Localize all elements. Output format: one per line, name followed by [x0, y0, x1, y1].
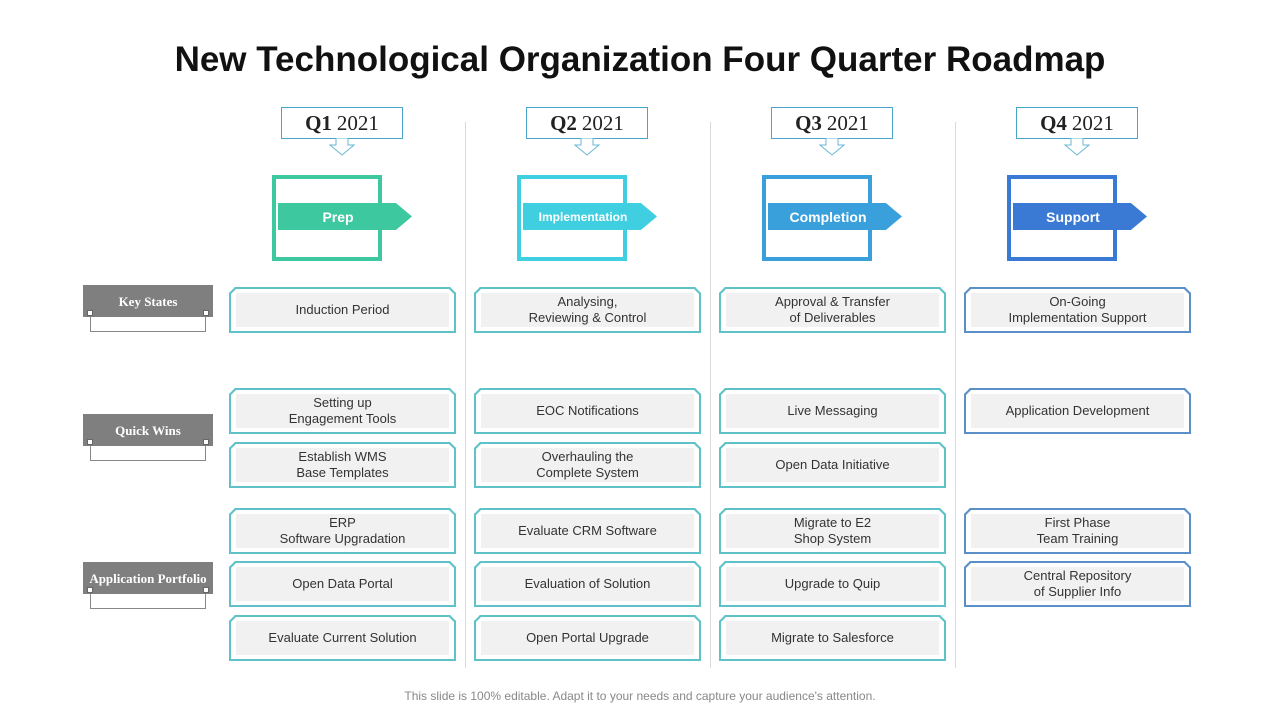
card-text: ERP Software Upgradation	[236, 514, 449, 548]
phase-ribbon: Implementation	[523, 203, 657, 230]
row-label-handle	[87, 587, 93, 593]
page-title: New Technological Organization Four Quar…	[174, 40, 1106, 79]
roadmap-card: Evaluation of Solution	[474, 561, 701, 607]
roadmap-card: Upgrade to Quip	[719, 561, 946, 607]
row-label-underline	[90, 317, 206, 332]
row-label-text: Quick Wins	[83, 414, 213, 446]
quarter-number: Q1	[305, 110, 332, 135]
roadmap-card: First Phase Team Training	[964, 508, 1191, 554]
row-label-application-portfolio: Application Portfolio	[83, 562, 213, 609]
footer-note: This slide is 100% editable. Adapt it to…	[404, 689, 876, 703]
roadmap-card: On-Going Implementation Support	[964, 287, 1191, 333]
quarter-number: Q4	[1040, 110, 1067, 135]
quarter-label: Q4 2021	[1016, 107, 1138, 139]
down-arrow-icon	[1064, 138, 1090, 156]
quarter-label: Q1 2021	[281, 107, 403, 139]
card-text: Open Data Initiative	[726, 448, 939, 482]
row-label-handle	[203, 439, 209, 445]
card-text: Establish WMS Base Templates	[236, 448, 449, 482]
card-text: EOC Notifications	[481, 394, 694, 428]
card-text: First Phase Team Training	[971, 514, 1184, 548]
roadmap-card: Overhauling the Complete System	[474, 442, 701, 488]
roadmap-card: Establish WMS Base Templates	[229, 442, 456, 488]
quarter-label: Q3 2021	[771, 107, 893, 139]
card-text: Approval & Transfer of Deliverables	[726, 293, 939, 327]
row-label-text: Application Portfolio	[83, 562, 213, 594]
roadmap-card: Live Messaging	[719, 388, 946, 434]
row-label-quick-wins: Quick Wins	[83, 414, 213, 461]
card-text: Induction Period	[236, 293, 449, 327]
roadmap-card: Central Repository of Supplier Info	[964, 561, 1191, 607]
roadmap-card: Analysing, Reviewing & Control	[474, 287, 701, 333]
card-text: Upgrade to Quip	[726, 567, 939, 601]
quarter-year: 2021	[581, 110, 624, 135]
card-text: Central Repository of Supplier Info	[971, 567, 1184, 601]
down-arrow-icon	[329, 138, 355, 156]
card-text: Open Data Portal	[236, 567, 449, 601]
roadmap-card: Open Data Portal	[229, 561, 456, 607]
column-divider	[710, 122, 711, 668]
roadmap-card: ERP Software Upgradation	[229, 508, 456, 554]
phase-ribbon: Support	[1013, 203, 1147, 230]
roadmap-card: Migrate to E2 Shop System	[719, 508, 946, 554]
card-text: Evaluate Current Solution	[236, 621, 449, 655]
column-divider	[955, 122, 956, 668]
phase-ribbon: Completion	[768, 203, 902, 230]
card-text: Evaluate CRM Software	[481, 514, 694, 548]
phase-ribbon: Prep	[278, 203, 412, 230]
card-text: Setting up Engagement Tools	[236, 394, 449, 428]
roadmap-card: Induction Period	[229, 287, 456, 333]
roadmap-card: Open Portal Upgrade	[474, 615, 701, 661]
row-label-key-states: Key States	[83, 285, 213, 332]
row-label-handle	[203, 587, 209, 593]
down-arrow-icon	[819, 138, 845, 156]
quarter-number: Q2	[550, 110, 577, 135]
card-text: On-Going Implementation Support	[971, 293, 1184, 327]
quarter-label: Q2 2021	[526, 107, 648, 139]
quarter-year: 2021	[336, 110, 379, 135]
quarter-year: 2021	[1071, 110, 1114, 135]
card-text: Evaluation of Solution	[481, 567, 694, 601]
row-label-handle	[87, 439, 93, 445]
card-text: Analysing, Reviewing & Control	[481, 293, 694, 327]
roadmap-card: EOC Notifications	[474, 388, 701, 434]
column-divider	[465, 122, 466, 668]
roadmap-card: Evaluate CRM Software	[474, 508, 701, 554]
roadmap-card: Approval & Transfer of Deliverables	[719, 287, 946, 333]
card-text: Migrate to E2 Shop System	[726, 514, 939, 548]
card-text: Live Messaging	[726, 394, 939, 428]
row-label-text: Key States	[83, 285, 213, 317]
row-label-handle	[203, 310, 209, 316]
card-text: Open Portal Upgrade	[481, 621, 694, 655]
card-text: Overhauling the Complete System	[481, 448, 694, 482]
roadmap-card: Application Development	[964, 388, 1191, 434]
card-text: Application Development	[971, 394, 1184, 428]
roadmap-card: Migrate to Salesforce	[719, 615, 946, 661]
row-label-underline	[90, 594, 206, 609]
card-text: Migrate to Salesforce	[726, 621, 939, 655]
quarter-number: Q3	[795, 110, 822, 135]
roadmap-card: Open Data Initiative	[719, 442, 946, 488]
roadmap-card: Setting up Engagement Tools	[229, 388, 456, 434]
row-label-handle	[87, 310, 93, 316]
roadmap-card: Evaluate Current Solution	[229, 615, 456, 661]
down-arrow-icon	[574, 138, 600, 156]
quarter-year: 2021	[826, 110, 869, 135]
row-label-underline	[90, 446, 206, 461]
